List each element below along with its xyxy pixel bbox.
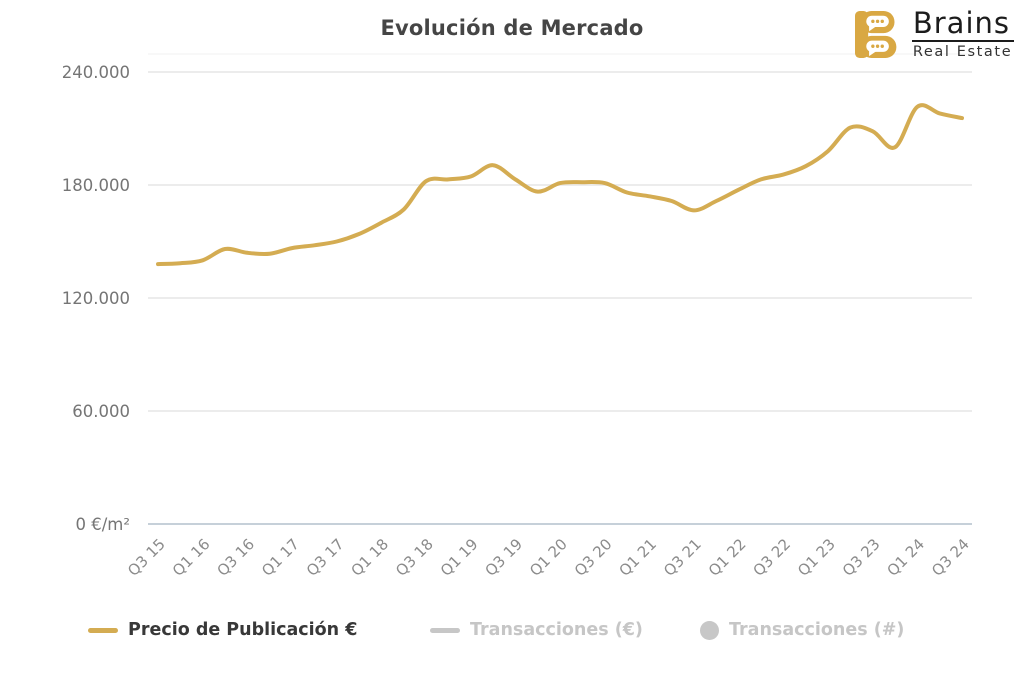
price-publication-line-series: [156, 103, 964, 267]
circle-marker-icon: [700, 620, 719, 640]
x-axis-label: Q1 16: [169, 535, 214, 580]
x-axis-label: Q1 24: [883, 535, 928, 580]
x-axis-label: Q3 18: [392, 535, 437, 580]
y-axis-label: 0 €/m²: [76, 515, 131, 534]
brains-logo-b-icon: [854, 10, 897, 58]
x-axis-label: Q1 20: [526, 535, 571, 580]
line-marker-icon: [430, 627, 460, 633]
x-axis-label: Q3 16: [213, 535, 258, 580]
legend-item-transacciones-eur[interactable]: Transacciones (€): [430, 620, 643, 640]
x-axis-label: Q1 21: [615, 535, 660, 580]
x-axis-label: Q3 23: [839, 535, 884, 580]
y-axis-label: 60.000: [72, 402, 130, 421]
x-axis-label: Q1 19: [437, 535, 482, 580]
x-axis-label: Q3 22: [749, 535, 794, 580]
legend-item-transacciones-num[interactable]: Transacciones (#): [700, 620, 904, 640]
x-axis-label: Q3 24: [928, 535, 973, 580]
chart-title: Evolución de Mercado: [380, 16, 644, 40]
x-axis-label: Q1 17: [258, 535, 303, 580]
line-marker-icon: [88, 627, 118, 633]
brains-logo: Brains Real Estate: [854, 8, 1014, 61]
x-axis-label: Q1 22: [705, 535, 750, 580]
x-axis-label: Q1 18: [347, 535, 392, 580]
x-axis-label: Q3 19: [481, 535, 526, 580]
x-axis-label: Q3 15: [124, 535, 169, 580]
x-axis-label: Q1 23: [794, 535, 839, 580]
legend-item-precio-publicacion[interactable]: Precio de Publicación €: [88, 620, 357, 640]
brains-logo-name: Brains: [911, 8, 1014, 43]
legend-label-transacciones-eur: Transacciones (€): [470, 620, 643, 640]
legend-label-precio: Precio de Publicación €: [128, 620, 358, 640]
y-axis-label: 240.000: [62, 63, 130, 82]
x-axis-label: Q3 21: [660, 535, 705, 580]
brains-logo-subtitle: Real Estate: [912, 44, 1013, 61]
brains-logo-text: Brains Real Estate: [911, 8, 1014, 61]
x-axis-label: Q3 17: [303, 535, 348, 580]
y-axis-label: 180.000: [62, 176, 130, 195]
y-axis-label: 120.000: [62, 289, 130, 308]
x-axis-label: Q3 20: [571, 535, 616, 580]
legend-label-transacciones-num: Transacciones (#): [729, 620, 905, 640]
chart-legend: Precio de Publicación € Transacciones (€…: [0, 620, 1024, 650]
